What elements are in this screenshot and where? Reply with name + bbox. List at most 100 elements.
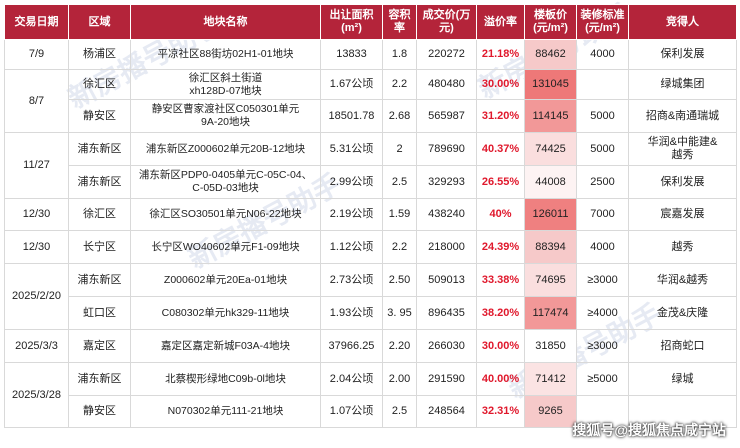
cell-decor: 7000 bbox=[576, 198, 629, 231]
cell-far: 2.2 bbox=[382, 69, 417, 100]
cell-land-name: 嘉定区嘉定新城F03A-4地块 bbox=[130, 329, 321, 363]
cell-decor bbox=[576, 69, 629, 100]
cell-premium: 40.00% bbox=[476, 362, 525, 396]
cell-floor-price: 88394 bbox=[524, 230, 577, 264]
table-row: 11/27 浦东新区 浦东新区Z000602单元20B-12地块 5.31公顷 2 789… bbox=[4, 132, 737, 199]
table-row: 浦东新区 浦东新区PDP0-0405单元C-05C-04、 C-05D-03地块 2.… bbox=[5, 165, 737, 199]
cell-deal-price: 329293 bbox=[416, 165, 477, 199]
cell-far: 1.8 bbox=[382, 39, 417, 70]
table-row: 12/30 长宁区 长宁区WO40602单元F1-09地块 1.12公顷 2.2 2180… bbox=[4, 230, 737, 264]
cell-date: 8/7 bbox=[4, 69, 69, 133]
cell-decor: 5000 bbox=[576, 99, 629, 133]
land-deals-table: 交易日期 区域 地块名称 出让面积 (m²) 容积率 成交价(万元) 溢价率 楼板… bbox=[4, 4, 737, 428]
cell-land-name: 静安区曹家渡社区C050301单元 9A-20地块 bbox=[130, 99, 321, 133]
cell-premium: 40% bbox=[476, 198, 525, 231]
cell-winner: 华润&越秀 bbox=[628, 263, 737, 297]
cell-premium: 32.31% bbox=[476, 395, 525, 428]
cell-area: 18501.78 bbox=[320, 99, 383, 133]
cell-land-name: 浦东新区Z000602单元20B-12地块 bbox=[130, 132, 321, 166]
cell-decor: 4000 bbox=[576, 39, 629, 70]
cell-winner bbox=[628, 395, 737, 428]
col-header-premium: 溢价率 bbox=[476, 4, 525, 40]
cell-area: 37966.25 bbox=[320, 329, 383, 363]
cell-deal-price: 509013 bbox=[416, 263, 477, 297]
cell-district: 徐汇区 bbox=[68, 69, 131, 100]
cell-premium: 33.38% bbox=[476, 263, 525, 297]
cell-deal-price: 565987 bbox=[416, 99, 477, 133]
cell-premium: 24.39% bbox=[476, 230, 525, 264]
cell-district: 嘉定区 bbox=[68, 329, 131, 363]
cell-date: 2025/2/20 bbox=[4, 263, 69, 330]
cell-winner: 保利发展 bbox=[628, 165, 737, 199]
cell-winner: 保利发展 bbox=[628, 39, 737, 70]
cell-far: 2.20 bbox=[382, 329, 417, 363]
col-header-area: 出让面积 (m²) bbox=[320, 4, 383, 40]
cell-area: 2.99公顷 bbox=[320, 165, 383, 199]
cell-district: 浦东新区 bbox=[68, 132, 131, 166]
cell-decor bbox=[576, 395, 629, 428]
cell-winner: 招商蛇口 bbox=[628, 329, 737, 363]
cell-district: 浦东新区 bbox=[68, 165, 131, 199]
col-header-district: 区域 bbox=[68, 4, 131, 40]
cell-deal-price: 218000 bbox=[416, 230, 477, 264]
cell-area: 1.93公顷 bbox=[320, 296, 383, 330]
cell-winner: 越秀 bbox=[628, 230, 737, 264]
cell-district: 静安区 bbox=[68, 395, 131, 428]
cell-date: 7/9 bbox=[4, 39, 69, 70]
cell-winner: 绿城集团 bbox=[628, 69, 737, 100]
cell-date: 12/30 bbox=[4, 230, 69, 264]
cell-deal-price: 248564 bbox=[416, 395, 477, 428]
cell-premium: 38.20% bbox=[476, 296, 525, 330]
cell-district: 浦东新区 bbox=[68, 362, 131, 396]
cell-decor: ≥3000 bbox=[576, 263, 629, 297]
cell-far: 3. 95 bbox=[382, 296, 417, 330]
cell-land-name: 北蔡楔形绿地C09b-0l地块 bbox=[130, 362, 321, 396]
col-header-decor: 装修标准 (元/m²) bbox=[576, 4, 629, 40]
cell-floor-price: 74425 bbox=[524, 132, 577, 166]
cell-district: 静安区 bbox=[68, 99, 131, 133]
cell-premium: 26.55% bbox=[476, 165, 525, 199]
cell-land-name: 浦东新区PDP0-0405单元C-05C-04、 C-05D-03地块 bbox=[130, 165, 321, 199]
cell-deal-price: 896435 bbox=[416, 296, 477, 330]
cell-floor-price: 126011 bbox=[524, 198, 577, 231]
cell-floor-price: 131045 bbox=[524, 69, 577, 100]
cell-district: 徐汇区 bbox=[68, 198, 131, 231]
cell-far: 2.2 bbox=[382, 230, 417, 264]
cell-decor: ≥5000 bbox=[576, 362, 629, 396]
cell-area: 5.31公顷 bbox=[320, 132, 383, 166]
col-header-winner: 竞得人 bbox=[628, 4, 737, 40]
source-caption: 搜狐号@搜狐焦点咸宁站 bbox=[572, 422, 726, 438]
cell-floor-price: 31850 bbox=[524, 329, 577, 363]
col-header-date: 交易日期 bbox=[4, 4, 69, 40]
cell-premium: 30.00% bbox=[476, 329, 525, 363]
cell-area: 1.07公顷 bbox=[320, 395, 383, 428]
table-row: 2025/3/3 嘉定区 嘉定区嘉定新城F03A-4地块 37966.25 2.20 26… bbox=[4, 329, 737, 363]
cell-district: 浦东新区 bbox=[68, 263, 131, 297]
cell-decor: 5000 bbox=[576, 132, 629, 166]
cell-land-name: C080302单元hk329-11地块 bbox=[130, 296, 321, 330]
cell-deal-price: 438240 bbox=[416, 198, 477, 231]
cell-premium: 40.37% bbox=[476, 132, 525, 166]
cell-deal-price: 789690 bbox=[416, 132, 477, 166]
cell-land-name: Z000602单元20Ea-01地块 bbox=[130, 263, 321, 297]
cell-area: 1.12公顷 bbox=[320, 230, 383, 264]
table-row: 2025/2/20 浦东新区 Z000602单元20Ea-01地块 2.73公顷 2.5… bbox=[4, 263, 737, 330]
cell-area: 13833 bbox=[320, 39, 383, 70]
cell-premium: 30.00% bbox=[476, 69, 525, 100]
cell-land-name: 长宁区WO40602单元F1-09地块 bbox=[130, 230, 321, 264]
cell-winner: 招商&南通瑞城 bbox=[628, 99, 737, 133]
cell-floor-price: 88462 bbox=[524, 39, 577, 70]
cell-date: 11/27 bbox=[4, 132, 69, 199]
cell-decor: 4000 bbox=[576, 230, 629, 264]
cell-floor-price: 44008 bbox=[524, 165, 577, 199]
cell-deal-price: 480480 bbox=[416, 69, 477, 100]
cell-far: 2.50 bbox=[382, 263, 417, 297]
cell-premium: 31.20% bbox=[476, 99, 525, 133]
cell-date: 12/30 bbox=[4, 198, 69, 231]
cell-winner: 宸嘉发展 bbox=[628, 198, 737, 231]
cell-date: 2025/3/28 bbox=[4, 362, 69, 428]
cell-district: 长宁区 bbox=[68, 230, 131, 264]
cell-area: 2.04公顷 bbox=[320, 362, 383, 396]
cell-area: 1.67公顷 bbox=[320, 69, 383, 100]
table-row: 静安区 N070302单元111-21地块 1.07公顷 2.5 248564 32.31… bbox=[5, 395, 737, 428]
